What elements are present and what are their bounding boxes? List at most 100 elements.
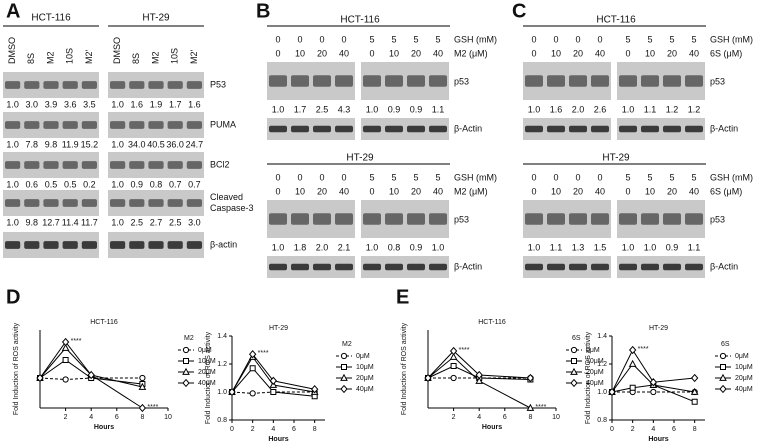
x-axis-label: Hours bbox=[648, 436, 668, 442]
band bbox=[81, 161, 97, 169]
band bbox=[167, 199, 183, 207]
band bbox=[663, 125, 681, 133]
series-line bbox=[611, 348, 695, 393]
band bbox=[5, 241, 21, 249]
marker bbox=[228, 387, 236, 397]
density-value: 0.7 bbox=[169, 179, 182, 189]
row-label: 6S (μM) bbox=[710, 48, 742, 58]
x-axis-label: Hours bbox=[482, 424, 502, 431]
marker bbox=[248, 350, 257, 359]
density-value: 1.0 bbox=[6, 179, 19, 189]
band bbox=[62, 241, 78, 249]
panel-label: E bbox=[396, 286, 409, 308]
band bbox=[547, 213, 565, 225]
gsh-dose: 5 bbox=[391, 34, 396, 44]
x-tick-label: 0 bbox=[610, 426, 614, 433]
band bbox=[186, 161, 202, 169]
marker bbox=[62, 357, 69, 363]
gsh-dose: 5 bbox=[669, 172, 674, 182]
band bbox=[407, 75, 425, 87]
block-title: HT-29 bbox=[602, 153, 630, 164]
density-value: 1.0 bbox=[644, 242, 657, 252]
density-value: 3.9 bbox=[45, 99, 58, 109]
gsh-dose: 0 bbox=[575, 34, 580, 44]
band bbox=[685, 213, 703, 225]
density-value: 0.9 bbox=[666, 242, 679, 252]
marker bbox=[340, 352, 348, 360]
density-value: 1.0 bbox=[272, 104, 285, 114]
band bbox=[269, 125, 287, 133]
density-value: 1.0 bbox=[622, 242, 635, 252]
marker bbox=[649, 378, 658, 387]
gsh-dose: 5 bbox=[413, 172, 418, 182]
density-value: 4.3 bbox=[338, 104, 351, 114]
x-tick-label: 2 bbox=[631, 426, 635, 433]
panel-label: A bbox=[6, 0, 20, 22]
density-value: 1.1 bbox=[688, 242, 701, 252]
band bbox=[313, 263, 331, 271]
density-value: 9.8 bbox=[26, 217, 39, 227]
legend-label: 0μM bbox=[735, 353, 749, 360]
row-label: p53 bbox=[710, 214, 725, 224]
row-label: p53 bbox=[454, 76, 469, 86]
drug-dose: 0 bbox=[275, 48, 280, 58]
gsh-dose: 0 bbox=[531, 34, 536, 44]
gsh-dose: 0 bbox=[319, 172, 324, 182]
band bbox=[110, 241, 126, 249]
row-label: PUMA bbox=[210, 119, 236, 129]
gsh-dose: 0 bbox=[531, 172, 536, 182]
legend-label: 20μM bbox=[356, 375, 374, 382]
band bbox=[525, 213, 543, 225]
density-value: 1.0 bbox=[528, 242, 541, 252]
gsh-dose: 5 bbox=[435, 34, 440, 44]
density-value: 1.3 bbox=[572, 242, 585, 252]
band bbox=[591, 125, 609, 133]
row-label: GSH (mM) bbox=[710, 34, 753, 44]
marker bbox=[138, 403, 147, 413]
density-value: 1.2 bbox=[666, 104, 679, 114]
density-value: 2.5 bbox=[316, 104, 329, 114]
marker bbox=[340, 373, 348, 381]
marker bbox=[690, 387, 699, 395]
density-value: 1.0 bbox=[272, 242, 285, 252]
gsh-dose: 5 bbox=[647, 172, 652, 182]
band bbox=[663, 263, 681, 271]
block-title: HT-29 bbox=[346, 153, 374, 164]
y-tick-label: 1.0 bbox=[217, 389, 227, 396]
band bbox=[569, 125, 587, 133]
legend-label: 0μM bbox=[198, 347, 212, 354]
drug-dose: 10 bbox=[551, 186, 561, 196]
band bbox=[148, 199, 164, 207]
density-value: 0.6 bbox=[26, 179, 39, 189]
row-label: p53 bbox=[710, 76, 725, 86]
band bbox=[335, 213, 353, 225]
legend-label: 10μM bbox=[198, 358, 216, 365]
marker bbox=[475, 370, 483, 380]
blot bbox=[523, 118, 611, 140]
legend-title: M2 bbox=[184, 335, 194, 342]
gsh-dose: 0 bbox=[553, 34, 558, 44]
gsh-dose: 5 bbox=[691, 172, 696, 182]
lane-label: 8S bbox=[131, 53, 141, 64]
band bbox=[43, 81, 59, 89]
series-line bbox=[427, 356, 531, 409]
band bbox=[619, 263, 637, 271]
row-label: GSH (mM) bbox=[454, 34, 497, 44]
band bbox=[385, 213, 403, 225]
band bbox=[569, 213, 587, 225]
drug-dose: 0 bbox=[275, 186, 280, 196]
band bbox=[24, 241, 40, 249]
density-value: 36.0 bbox=[166, 139, 184, 149]
band bbox=[685, 263, 703, 271]
density-value: 1.7 bbox=[294, 104, 307, 114]
marker bbox=[526, 373, 535, 383]
density-value: 34.0 bbox=[128, 139, 146, 149]
density-value: 1.0 bbox=[111, 217, 124, 227]
marker bbox=[449, 346, 458, 356]
x-tick-label: 6 bbox=[503, 414, 507, 421]
marker bbox=[249, 365, 256, 372]
marker bbox=[450, 363, 457, 369]
density-value: 1.0 bbox=[432, 242, 445, 252]
marker bbox=[182, 346, 190, 354]
